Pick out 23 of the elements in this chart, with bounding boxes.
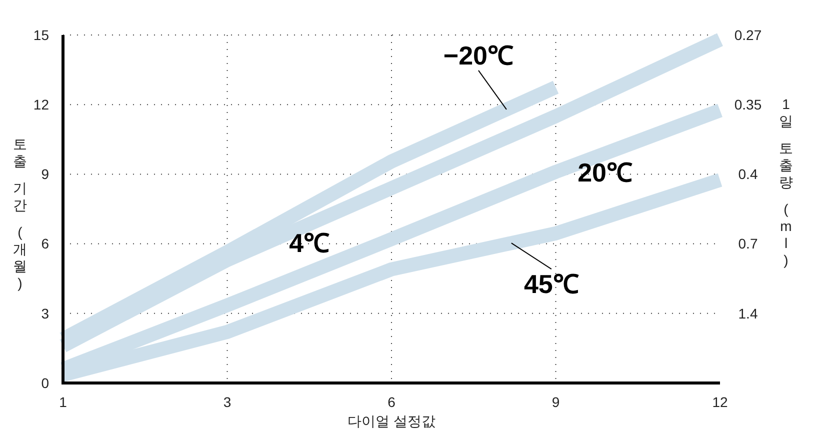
y-axis-title: 토출 기간 (개월): [13, 136, 27, 291]
series-label: 4℃: [289, 228, 330, 258]
series-label: 45℃: [524, 269, 579, 300]
y-tick-label: 6: [41, 236, 50, 252]
text: 1.4: [738, 305, 758, 322]
text: 0.7: [738, 236, 758, 252]
text: 0.4: [738, 166, 758, 182]
y-tick-label: 0: [41, 374, 50, 391]
series-label: 20℃: [578, 157, 632, 188]
series-label: −20℃: [443, 40, 514, 70]
x-tick-label: 12: [712, 394, 728, 410]
y-tick-label: 3: [41, 305, 50, 322]
y-tick-label: 12: [33, 96, 50, 112]
text: 0.35: [734, 96, 762, 112]
x-axis-title: 다이얼 설정값: [348, 413, 436, 429]
y-tick-label: 15: [33, 26, 50, 43]
y-tick-label: 9: [41, 166, 50, 182]
x-tick-label: 6: [388, 394, 396, 410]
text: 1일 토출량 (ml): [779, 96, 793, 268]
text: 0.27: [734, 26, 762, 43]
x-tick-label: 3: [223, 394, 232, 410]
x-tick-label: 9: [552, 394, 560, 410]
x-tick-label: 1: [59, 394, 68, 410]
